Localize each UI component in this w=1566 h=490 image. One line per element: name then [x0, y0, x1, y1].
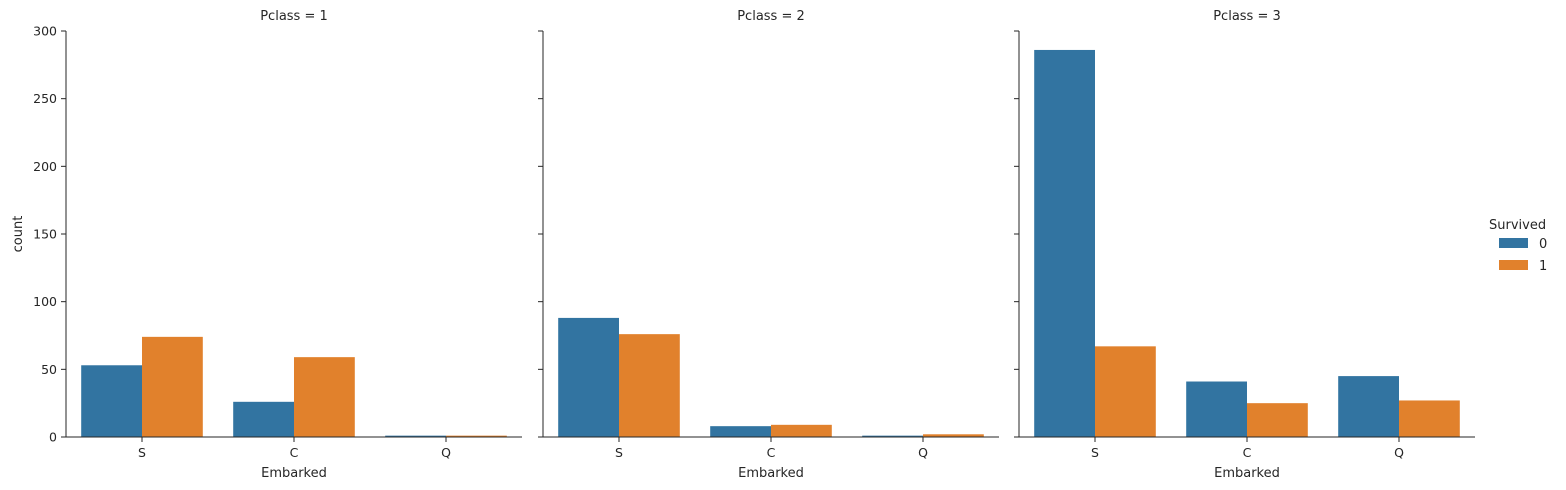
- y-tick-label: 250: [33, 91, 57, 106]
- bar-Q-survived-0: [862, 435, 923, 437]
- bar-S-survived-1: [142, 336, 203, 437]
- x-tick-label: C: [290, 445, 299, 460]
- bar-S-survived-1: [1095, 346, 1156, 437]
- legend-swatch-1: [1499, 260, 1528, 270]
- x-tick-label: S: [615, 445, 623, 460]
- bar-Q-survived-1: [1399, 400, 1460, 437]
- bar-Q-survived-0: [1338, 376, 1399, 437]
- bar-Q-survived-0: [385, 435, 446, 437]
- y-tick-label: 200: [33, 159, 57, 174]
- legend-swatch-0: [1499, 238, 1528, 248]
- panel-title: Pclass = 1: [260, 9, 328, 24]
- x-tick-label: S: [1091, 445, 1099, 460]
- x-tick-label: C: [767, 445, 776, 460]
- bar-C-survived-0: [1186, 381, 1247, 437]
- x-tick-label: Q: [441, 445, 451, 460]
- y-tick-label: 50: [41, 362, 57, 377]
- legend-label-0: 0: [1539, 237, 1547, 252]
- legend-label-1: 1: [1539, 259, 1547, 274]
- y-tick-label: 0: [49, 430, 57, 445]
- panel-title: Pclass = 2: [737, 9, 805, 24]
- bar-Q-survived-1: [446, 435, 507, 437]
- panel-title: Pclass = 3: [1213, 9, 1281, 24]
- bar-C-survived-0: [233, 401, 294, 437]
- y-tick-label: 100: [33, 294, 57, 309]
- x-axis-label: Embarked: [738, 466, 804, 481]
- bar-C-survived-1: [294, 357, 355, 437]
- bar-S-survived-0: [558, 317, 619, 437]
- bar-C-survived-1: [771, 424, 832, 437]
- x-axis-label: Embarked: [1214, 466, 1280, 481]
- bar-C-survived-1: [1247, 403, 1308, 437]
- bar-C-survived-0: [710, 426, 771, 437]
- x-tick-label: S: [138, 445, 146, 460]
- x-tick-label: Q: [1394, 445, 1404, 460]
- x-tick-label: Q: [918, 445, 928, 460]
- x-axis-label: Embarked: [261, 466, 327, 481]
- x-tick-label: C: [1243, 445, 1252, 460]
- bar-S-survived-0: [1034, 49, 1095, 437]
- y-axis-label: count: [11, 216, 26, 253]
- bar-Q-survived-1: [923, 434, 984, 437]
- bar-S-survived-1: [619, 334, 680, 437]
- bar-S-survived-0: [81, 365, 142, 437]
- y-tick-label: 300: [33, 24, 57, 39]
- legend-title: Survived: [1489, 218, 1546, 233]
- y-tick-label: 150: [33, 227, 57, 242]
